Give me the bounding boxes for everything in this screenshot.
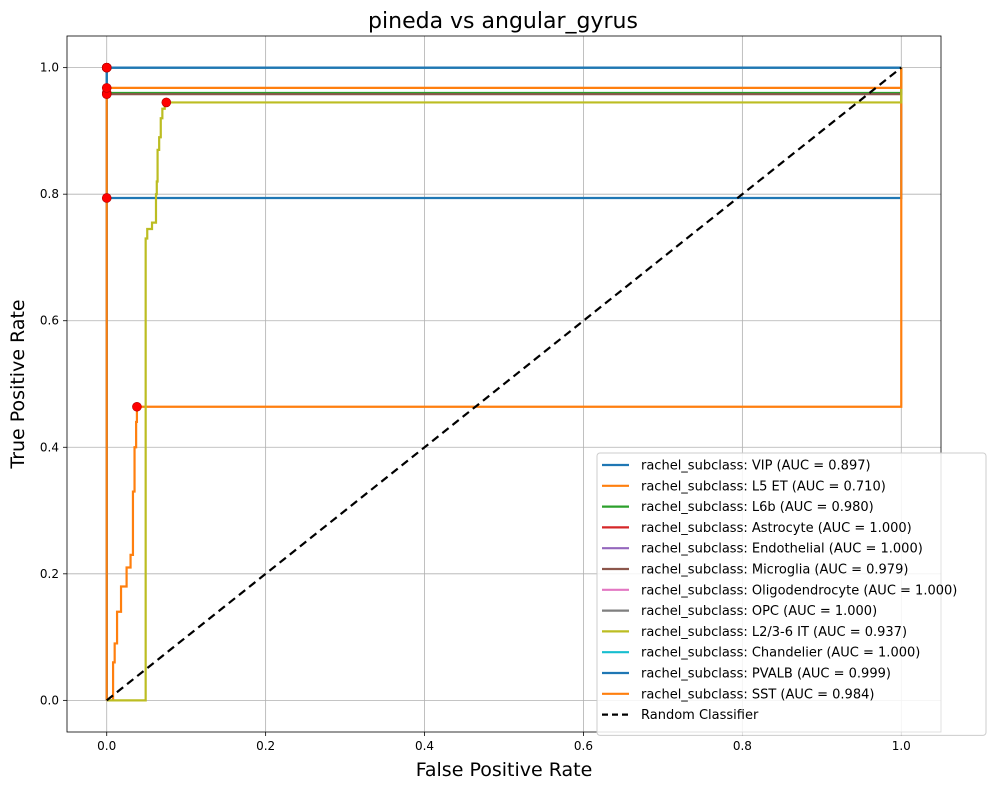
legend-label: rachel_subclass: VIP (AUC = 0.897) xyxy=(641,459,871,474)
legend-label: rachel_subclass: L5 ET (AUC = 0.710) xyxy=(641,479,886,494)
roc-curve-1 xyxy=(106,67,903,702)
roc-curve-8 xyxy=(106,67,903,702)
chart-title: pineda vs angular_gyrus xyxy=(368,9,638,34)
x-tick-label: 0.2 xyxy=(256,739,275,753)
x-tick-label: 0.8 xyxy=(733,739,752,753)
legend-label: rachel_subclass: Endothelial (AUC = 1.00… xyxy=(641,542,923,557)
legend-box xyxy=(596,452,987,736)
plot-area xyxy=(101,62,903,702)
threshold-marker xyxy=(132,401,142,412)
legend-label: rachel_subclass: Microglia (AUC = 0.979) xyxy=(641,563,908,578)
x-tick-label: 0.0 xyxy=(97,739,116,753)
threshold-marker xyxy=(101,83,112,93)
threshold-marker xyxy=(101,193,112,203)
y-tick-label: 0.4 xyxy=(40,440,59,454)
threshold-marker xyxy=(101,62,112,73)
y-tick-label: 0.2 xyxy=(40,567,59,581)
x-axis-title: False Positive Rate xyxy=(416,759,593,781)
legend-label: rachel_subclass: L2/3-6 IT (AUC = 0.937) xyxy=(641,625,907,640)
x-tick-label: 0.6 xyxy=(574,739,593,753)
y-tick-label: 0.0 xyxy=(40,693,59,707)
plot-frame xyxy=(66,35,942,733)
y-tick-label: 1.0 xyxy=(40,61,59,75)
y-tick-label: 0.6 xyxy=(40,314,59,328)
roc-curve-11 xyxy=(105,67,903,701)
x-tick-label: 0.4 xyxy=(415,739,434,753)
legend-label: Random Classifier xyxy=(641,708,759,723)
legend-label: rachel_subclass: Oligodendrocyte (AUC = … xyxy=(641,583,957,598)
axis-ticks: 0.0 0.2 0.4 0.6 0.8 1.0 0.0 0.2 0.4 0.6 0.8 1.0 xyxy=(40,35,942,753)
legend-label: rachel_subclass: SST (AUC = 0.984) xyxy=(641,687,874,702)
legend-label: rachel_subclass: L6b (AUC = 0.980) xyxy=(641,500,874,515)
threshold-marker xyxy=(161,97,172,108)
legend-label: rachel_subclass: Chandelier (AUC = 1.000… xyxy=(641,646,920,661)
legend-label: rachel_subclass: OPC (AUC = 1.000) xyxy=(641,604,877,619)
y-axis-title: True Positive Rate xyxy=(7,299,29,469)
legend-label: rachel_subclass: PVALB (AUC = 0.999) xyxy=(641,667,891,682)
legend: rachel_subclass: VIP (AUC = 0.897) rachel… xyxy=(596,452,987,736)
random-classifier-line xyxy=(106,66,902,702)
y-tick-label: 0.8 xyxy=(40,187,59,201)
legend-label: rachel_subclass: Astrocyte (AUC = 1.000) xyxy=(641,521,912,536)
x-tick-label: 1.0 xyxy=(892,739,911,753)
